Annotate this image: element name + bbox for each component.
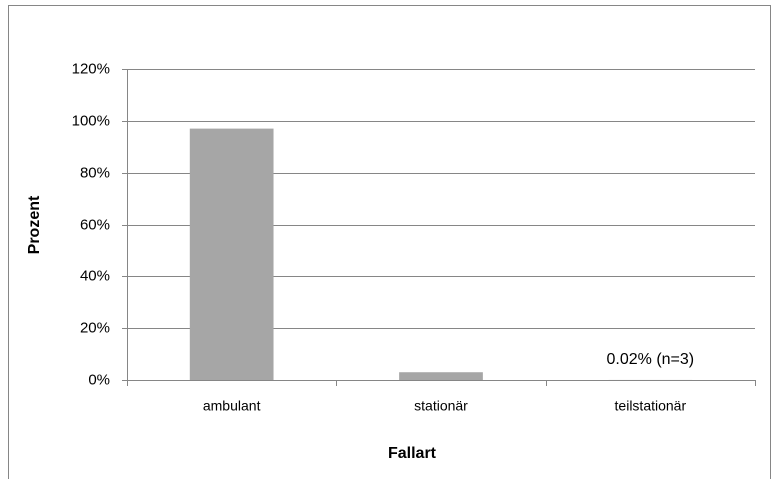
bar bbox=[399, 372, 483, 380]
chart-frame bbox=[8, 5, 771, 479]
y-tick-label: 20% bbox=[80, 319, 110, 336]
y-tick-label: 40% bbox=[80, 267, 110, 284]
data-label: 0.02% (n=3) bbox=[607, 351, 695, 368]
y-tick-label: 120% bbox=[72, 60, 110, 77]
y-axis-title: Prozent bbox=[26, 195, 43, 254]
y-tick-label: 60% bbox=[80, 216, 110, 233]
y-tick-label: 80% bbox=[80, 164, 110, 181]
x-tick-label: stationär bbox=[414, 398, 468, 414]
x-axis-title: Fallart bbox=[388, 445, 437, 462]
x-tick-label: teilstationär bbox=[615, 398, 687, 414]
y-tick-label: 100% bbox=[72, 112, 110, 129]
bar bbox=[189, 128, 274, 380]
y-tick-label: 0% bbox=[88, 371, 110, 388]
x-tick-label: ambulant bbox=[203, 398, 261, 414]
